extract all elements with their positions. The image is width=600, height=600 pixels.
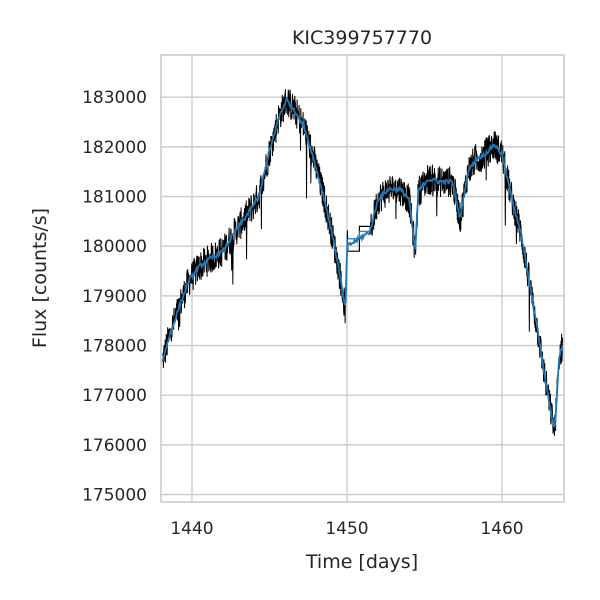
x-tick-labels: 1440 1450 1460 <box>170 519 523 539</box>
plot-frame <box>160 54 565 503</box>
x-tick-label: 1460 <box>480 519 523 539</box>
y-tick-label: 181000 <box>82 188 147 208</box>
y-tick-label: 182000 <box>82 138 147 158</box>
smoothed-gap-steps <box>347 230 371 240</box>
y-axis-label: Flux [counts/s] <box>29 208 51 348</box>
x-tick-label: 1440 <box>170 519 213 539</box>
x-tick-label: 1450 <box>325 519 368 539</box>
y-tick-label: 178000 <box>82 337 147 357</box>
y-tick-label: 183000 <box>82 88 147 108</box>
smoothed-flux-series <box>161 96 564 428</box>
grid-lines <box>161 55 564 502</box>
y-tick-label: 175000 <box>82 486 147 506</box>
y-tick-label: 176000 <box>82 436 147 456</box>
y-tick-labels: 175000 176000 177000 178000 179000 180000 1810… <box>82 88 147 505</box>
y-tick-label: 179000 <box>82 287 147 307</box>
y-tick-label: 177000 <box>82 386 147 406</box>
chart-title: KIC399757770 <box>292 27 432 49</box>
y-tick-label: 180000 <box>82 237 147 257</box>
x-axis-label: Time [days] <box>305 551 418 573</box>
smoothed-flux-line <box>161 96 564 428</box>
